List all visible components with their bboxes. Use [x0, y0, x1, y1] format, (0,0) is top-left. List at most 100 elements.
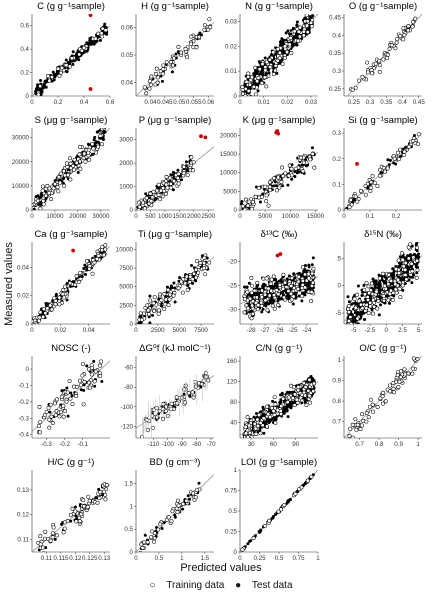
training-point [77, 515, 82, 520]
training-point [281, 272, 286, 277]
test-point [64, 58, 68, 62]
training-point [364, 419, 369, 424]
x-tick-label: 0 [385, 327, 389, 334]
training-point [242, 310, 247, 315]
training-point [264, 193, 269, 198]
training-point [182, 387, 187, 392]
training-point [369, 185, 373, 190]
training-point [303, 272, 308, 277]
x-tick-label: -26 [275, 327, 285, 334]
training-point [365, 295, 370, 299]
training-point [196, 270, 201, 275]
x-tick-label: 1.5 [201, 555, 210, 562]
test-point [248, 539, 252, 543]
training-point [99, 31, 104, 36]
training-point [410, 371, 415, 376]
test-point [165, 285, 169, 289]
training-point [389, 43, 394, 48]
test-point [260, 310, 264, 314]
training-point [358, 189, 363, 193]
training-point [346, 310, 351, 315]
training-point [155, 415, 159, 420]
training-point [203, 272, 208, 277]
test-point [416, 254, 420, 258]
test-point [378, 279, 382, 283]
training-point [98, 490, 103, 495]
training-point [308, 400, 313, 405]
panel-title: NOSC (-) [51, 343, 91, 354]
training-point [72, 384, 77, 389]
x-tick-label: 5000 [172, 327, 186, 334]
training-point [411, 255, 416, 260]
training-point [139, 542, 144, 547]
training-point [352, 322, 357, 324]
training-point [165, 185, 170, 190]
training-point [246, 88, 251, 93]
training-point [52, 296, 57, 301]
training-point [159, 298, 164, 303]
test-point [174, 52, 178, 56]
x-tick-label: 0.7 [355, 441, 364, 448]
test-point [415, 249, 419, 253]
training-point [90, 271, 95, 276]
training-point [268, 65, 273, 70]
training-point [376, 298, 381, 303]
training-point [402, 367, 407, 372]
training-point [272, 306, 277, 311]
training-point [151, 189, 156, 194]
training-point [87, 157, 92, 162]
training-point [208, 25, 213, 30]
training-point [377, 58, 382, 63]
test-point [378, 282, 382, 286]
training-point [95, 256, 99, 261]
panel-title: H (g g⁻¹sample) [141, 1, 209, 12]
training-point [375, 405, 380, 409]
x-tick-label: 0.13 [98, 555, 111, 562]
test-point [60, 522, 64, 526]
training-point [253, 65, 258, 70]
x-tick-label: 0.5 [275, 555, 284, 562]
x-tick-label: 0.02 [281, 99, 294, 106]
x-tick-label: 0.75 [292, 555, 305, 562]
panel-title: BD (g cm⁻³) [150, 457, 201, 468]
training-point [272, 293, 276, 298]
y-tick-label: 0.05 [121, 52, 134, 59]
x-tick-label: -100 [162, 441, 175, 448]
training-point [176, 44, 181, 49]
chart-panel-0: C (g g⁻¹sample)0 0.2 0.4 0.600.20.40.6 [20, 1, 114, 106]
training-point [172, 179, 176, 184]
training-point [301, 160, 306, 165]
test-point [194, 279, 198, 283]
training-point [68, 177, 73, 182]
training-point [347, 319, 351, 324]
test-point [151, 313, 155, 317]
training-point [76, 279, 81, 284]
training-point [38, 542, 43, 547]
test-point [278, 43, 282, 47]
training-point [355, 422, 360, 427]
training-point [268, 188, 273, 193]
test-point [40, 90, 44, 94]
training-point [396, 157, 401, 162]
training-point [361, 418, 366, 423]
test-point [302, 269, 306, 273]
test-point [379, 303, 383, 307]
y-tick-label: 0.25 [329, 86, 342, 93]
training-point [370, 174, 375, 179]
training-point [53, 302, 58, 307]
test-point [295, 171, 299, 175]
training-point [81, 45, 86, 50]
test-point [417, 242, 420, 243]
training-point [41, 314, 46, 319]
test-point [93, 384, 97, 388]
test-point [173, 515, 177, 519]
training-point [385, 166, 390, 171]
test-point [50, 79, 54, 83]
chart-panel-5: P (μg g⁻¹sample)0 500 1000 1500 2000 25000100… [119, 115, 215, 220]
y-tick-label: 0 [130, 549, 134, 556]
test-point [377, 313, 381, 317]
training-point [354, 292, 359, 297]
training-point [253, 194, 258, 199]
training-point [175, 510, 180, 515]
